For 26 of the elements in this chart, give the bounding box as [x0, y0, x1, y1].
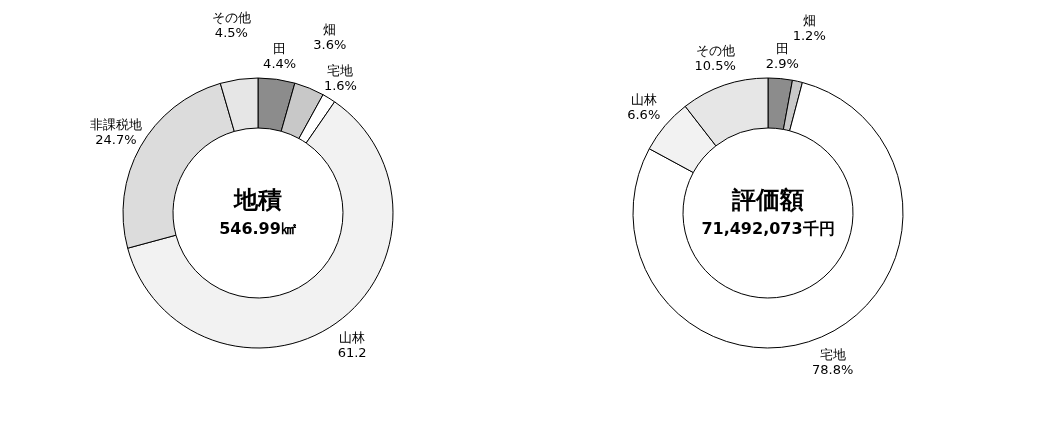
slice-label: 山林	[339, 330, 366, 346]
data-label: 78.8%	[812, 361, 854, 377]
slice-label: 畑	[802, 12, 816, 28]
data-label: 24.7%	[95, 132, 137, 148]
data-label: 1.2%	[792, 27, 826, 43]
data-label: 4.5%	[214, 24, 248, 40]
text: 71,492,073千円	[701, 219, 835, 238]
data-label: 3.6%	[313, 37, 347, 53]
data-label: 10.5%	[694, 57, 736, 73]
data-label: 6.6%	[627, 106, 661, 122]
data-label: 2.9%	[765, 55, 799, 71]
slice-label: 田	[775, 40, 789, 56]
slice-label: 山林	[630, 91, 657, 107]
slice-label: 宅地	[819, 346, 846, 362]
slice-label: その他	[211, 9, 251, 25]
text: 546.99㎢	[219, 219, 297, 238]
slice-label: 非課税地	[89, 117, 142, 133]
slice-label: 田	[273, 41, 287, 57]
text: 地積	[233, 186, 282, 214]
text: 評価額	[731, 186, 804, 214]
slice-label: 畑	[323, 22, 337, 38]
slice-label: その他	[695, 42, 735, 58]
data-label: 4.4%	[263, 56, 297, 72]
slice-label: 宅地	[327, 63, 354, 79]
data-label: 61.2	[337, 345, 367, 361]
data-label: 1.6%	[323, 78, 357, 94]
